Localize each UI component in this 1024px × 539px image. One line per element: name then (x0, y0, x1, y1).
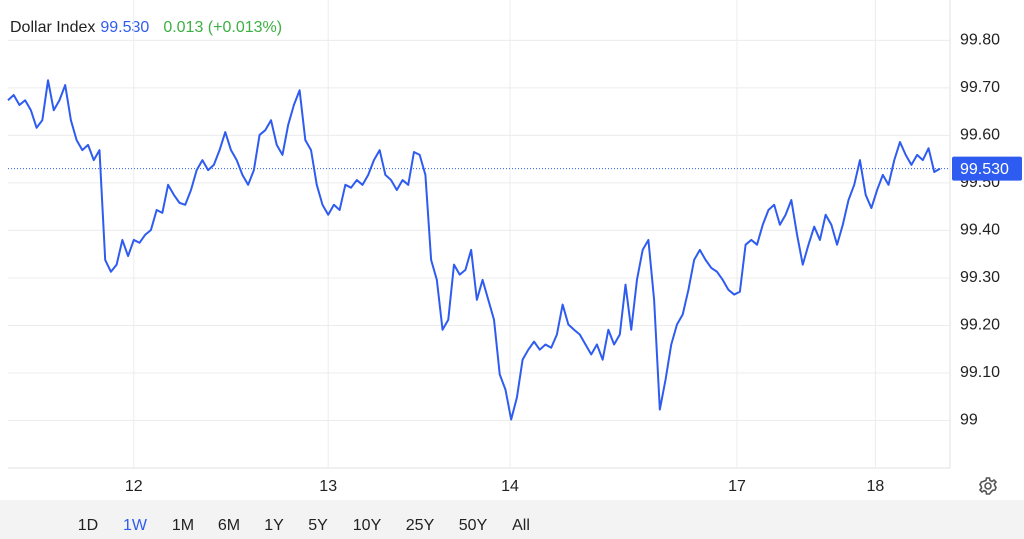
price-tag (952, 156, 1022, 181)
gear-outline (978, 477, 998, 495)
range-button[interactable]: 10Y (353, 517, 382, 534)
y-tick-label: 99.30 (960, 269, 1000, 286)
y-tick-label: 99.80 (960, 32, 1000, 49)
y-tick-label: 99.20 (960, 317, 1000, 334)
y-tick-label: 99.60 (960, 127, 1000, 144)
y-tick-label: 99.40 (960, 222, 1000, 239)
range-button[interactable]: 50Y (459, 517, 488, 534)
y-tick-label: 99.70 (960, 79, 1000, 96)
x-tick-label: 18 (866, 478, 884, 495)
last-price: 99.530 (100, 19, 149, 36)
y-tick-label: 99 (960, 412, 978, 429)
y-tick-label: 99.10 (960, 364, 1000, 381)
x-tick-label: 14 (501, 478, 519, 495)
range-button[interactable]: All (512, 517, 530, 534)
range-button[interactable]: 1D (78, 517, 98, 534)
range-button[interactable]: 1M (172, 517, 194, 534)
price-change: 0.013 (+0.013%) (163, 19, 282, 36)
range-button[interactable]: 1Y (264, 517, 284, 534)
range-button[interactable]: 5Y (308, 517, 328, 534)
gear-center (984, 482, 992, 490)
x-tick-label: 17 (728, 478, 746, 495)
range-button[interactable]: 25Y (406, 517, 435, 534)
price-line (7, 79, 941, 421)
range-button[interactable]: 6M (218, 517, 240, 534)
settings-button[interactable] (978, 477, 998, 495)
range-button[interactable]: 1W (123, 517, 148, 534)
x-tick-label: 12 (125, 478, 143, 495)
chart-title: Dollar Index (10, 19, 95, 36)
range-bar (0, 500, 1024, 539)
price-tag-label: 99.530 (960, 161, 1009, 178)
x-tick-label: 13 (319, 478, 337, 495)
